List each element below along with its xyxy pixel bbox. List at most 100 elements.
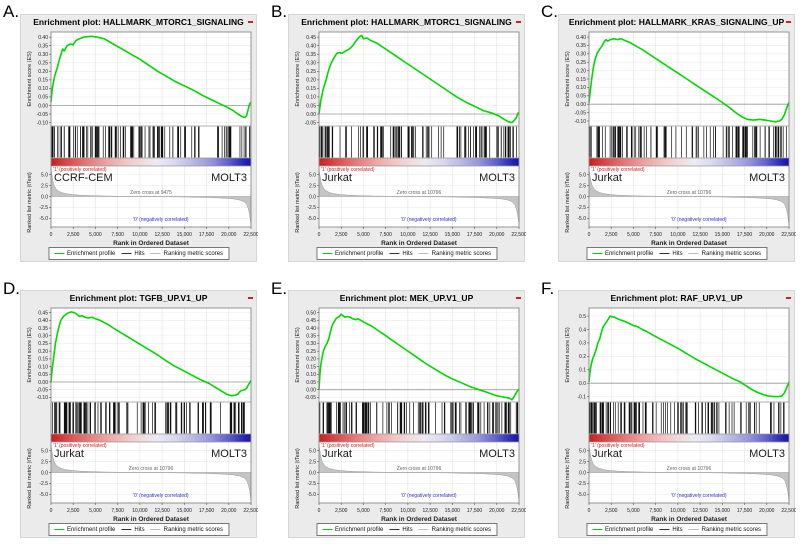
gsea-panel-a: 0.40 0.35 0.30 0.25 0.20 0.15 0.10 0.05 0.00 -0.0… (20, 14, 258, 262)
svg-text:5.0: 5.0 (579, 173, 586, 179)
svg-text:0.05: 0.05 (38, 95, 48, 101)
svg-text:0: 0 (50, 232, 53, 238)
ranked-metric-area (50, 168, 252, 225)
panel-title: Enrichment plot: RAF_UP.V1_UP (610, 293, 743, 303)
legend-key-enrichment-profile (53, 253, 64, 254)
svg-text:22,500: 22,500 (511, 508, 526, 514)
title-marker (516, 21, 521, 23)
svg-text:0.35: 0.35 (38, 326, 48, 332)
enrichment-plot-canvas: 0.450.400.350.300.250.200.150.100.050.00… (27, 307, 258, 523)
svg-text:12,500: 12,500 (422, 232, 438, 238)
svg-text:0.2: 0.2 (579, 354, 586, 360)
title-marker (786, 21, 791, 23)
plot-border (588, 307, 790, 504)
title-marker (786, 297, 791, 299)
legend-label-hits: Hits (402, 526, 413, 533)
ranked-metric-axis-label: Ranked list metric (tTest) (295, 172, 301, 233)
ranked-metric-area (50, 444, 252, 501)
svg-text:17,500: 17,500 (737, 508, 753, 514)
legend-label-enrichment-profile: Enrichment profile (66, 250, 116, 257)
plot-legend: Enrichment profile Hits Ranking metric s… (47, 247, 230, 260)
svg-text:0.20: 0.20 (306, 78, 316, 84)
negatively-correlated-label: '0' (negatively correlated) (401, 217, 457, 223)
svg-text:10,000: 10,000 (670, 232, 686, 238)
legend-label-hits: Hits (134, 526, 145, 533)
svg-text:0.40: 0.40 (306, 43, 316, 49)
legend-key-hits (121, 253, 132, 254)
correlation-gradient-band (319, 434, 519, 442)
positively-correlated-label: '1' (positively correlated) (53, 443, 107, 449)
svg-text:2.5: 2.5 (41, 459, 48, 465)
correlation-gradient-band (589, 158, 789, 166)
svg-text:0.05: 0.05 (306, 380, 316, 386)
svg-text:-5.0: -5.0 (39, 492, 48, 498)
positively-correlated-label: '1' (positively correlated) (321, 443, 375, 449)
enrichment-plot-canvas: 0.400.350.300.250.200.150.100.050.00-0.0… (27, 31, 258, 247)
svg-text:-0.05: -0.05 (37, 112, 49, 118)
svg-text:12,500: 12,500 (422, 508, 438, 514)
gsea-panel-e: 0.50 0.45 0.40 0.35 0.30 0.25 0.20 0.15 0.10 0.05… (288, 290, 526, 538)
gsea-panel-b: 0.45 0.40 0.35 0.30 0.25 0.20 0.15 0.10 0.05 0.00… (288, 14, 526, 262)
svg-text:2,500: 2,500 (335, 508, 348, 514)
legend-key-hits (389, 253, 400, 254)
svg-text:0: 0 (318, 508, 321, 514)
svg-text:0.0: 0.0 (309, 470, 316, 476)
enrichment-plot-canvas: 0.450.400.350.300.250.200.150.100.050.00… (295, 31, 526, 247)
right-group-label: MOLT3 (749, 448, 785, 460)
legend-label-enrichment-profile: Enrichment profile (334, 526, 384, 533)
svg-text:0.10: 0.10 (38, 86, 48, 92)
svg-text:0.0: 0.0 (579, 194, 586, 200)
gridlines (318, 308, 520, 503)
svg-text:0.20: 0.20 (576, 68, 586, 74)
svg-text:0.00: 0.00 (38, 380, 48, 386)
svg-text:0.25: 0.25 (38, 61, 48, 67)
svg-text:-5.0: -5.0 (307, 492, 316, 498)
svg-text:-2.5: -2.5 (577, 205, 586, 211)
svg-text:0.0: 0.0 (579, 470, 586, 476)
right-group-label: MOLT3 (211, 172, 247, 184)
positively-correlated-label: '1' (positively correlated) (591, 167, 645, 173)
svg-text:5.0: 5.0 (309, 173, 316, 179)
svg-text:0.0: 0.0 (309, 194, 316, 200)
ranked-metric-area (588, 168, 790, 225)
svg-text:0.45: 0.45 (38, 310, 48, 316)
left-group-label: Jurkat (54, 448, 84, 460)
svg-text:22,500: 22,500 (781, 232, 796, 238)
enrichment-plot-canvas: 0.5 0.4 0.3 0.2 0.1 0.0 -0.1 5.0 2.5 0.0 -2.5 -5.0 0… (565, 307, 796, 523)
axis-ticks: 0.500.450.400.350.300.250.200.150.100.05… (305, 310, 526, 514)
svg-text:0.25: 0.25 (306, 69, 316, 75)
plot-background (589, 308, 789, 503)
title-marker (248, 297, 253, 299)
es-axis-label: Enrichment score (ES) (295, 327, 301, 382)
axis-ticks: 0.450.400.350.300.250.200.150.100.050.00… (305, 35, 526, 238)
svg-text:-0.05: -0.05 (575, 110, 587, 116)
panel-title: Enrichment plot: HALLMARK_KRAS_SIGNALING… (568, 17, 785, 27)
legend-key-hits (659, 253, 670, 254)
svg-text:0.00: 0.00 (38, 103, 48, 109)
svg-text:-2.5: -2.5 (39, 481, 48, 487)
left-group-label: Jurkat (592, 172, 622, 184)
enrichment-profile-curve (50, 311, 252, 397)
hits-barcode (588, 402, 785, 434)
plot-legend: Enrichment profile Hits Ranking metric s… (585, 523, 768, 536)
svg-text:2,500: 2,500 (67, 232, 80, 238)
svg-text:0.35: 0.35 (576, 43, 586, 49)
svg-text:17,500: 17,500 (467, 232, 483, 238)
panel-letter-d: D. (3, 279, 20, 298)
right-group-label: MOLT3 (479, 172, 515, 184)
svg-text:0.20: 0.20 (38, 69, 48, 75)
title-marker (248, 21, 253, 23)
svg-text:0.30: 0.30 (576, 52, 586, 58)
x-axis-label: Rank in Ordered Dataset (381, 516, 458, 523)
plot-legend: Enrichment profile Hits Ranking metric s… (47, 523, 230, 536)
svg-text:0.3: 0.3 (579, 341, 586, 347)
negatively-correlated-label: '0' (negatively correlated) (133, 493, 189, 499)
x-axis-label: Rank in Ordered Dataset (651, 240, 728, 247)
hits-barcode (50, 126, 251, 158)
negatively-correlated-label: '0' (negatively correlated) (401, 493, 457, 499)
svg-text:0.40: 0.40 (38, 35, 48, 41)
svg-text:7,500: 7,500 (379, 232, 392, 238)
plot-legend: Enrichment profile Hits Ranking metric s… (585, 247, 768, 260)
svg-text:22,500: 22,500 (511, 232, 526, 238)
svg-text:5.0: 5.0 (309, 449, 316, 455)
